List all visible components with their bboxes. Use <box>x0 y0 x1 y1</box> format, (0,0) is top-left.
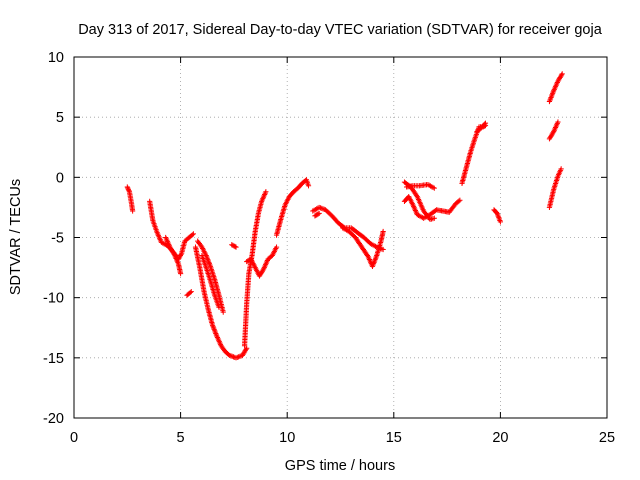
data-point-seg1 <box>126 187 132 194</box>
data-points <box>124 71 565 361</box>
x-axis-label: GPS time / hours <box>285 458 395 474</box>
data-point-seg3 <box>178 271 184 277</box>
data-point-seg10 <box>273 244 280 250</box>
plot-frame <box>73 56 608 419</box>
data-point-seg2 <box>178 251 184 257</box>
axis-ticks <box>73 56 608 419</box>
data-point-seg1 <box>124 184 130 190</box>
data-point-seg15 <box>457 197 463 203</box>
data-point-seg8 <box>232 243 238 250</box>
x-tick-label: 10 <box>279 430 295 446</box>
data-point-seg23 <box>558 72 565 78</box>
data-point-seg16 <box>413 192 420 198</box>
grid <box>74 57 607 418</box>
data-point-seg13 <box>316 210 322 217</box>
data-point-seg8 <box>233 244 239 250</box>
x-tick-label: 5 <box>177 430 185 446</box>
y-tick-label: 0 <box>56 170 64 186</box>
y-tick-label: -15 <box>43 351 64 367</box>
data-point-seg21 <box>558 166 564 172</box>
y-axis-label: SDTVAR / TECUs <box>8 179 24 295</box>
data-point-seg1 <box>125 186 131 192</box>
data-point-seg12 <box>380 246 386 253</box>
chart-title: Day 313 of 2017, Sidereal Day-to-day VTE… <box>78 22 603 38</box>
data-point-seg11 <box>305 183 312 189</box>
data-point-seg14 <box>380 228 386 235</box>
data-point-seg5 <box>243 346 249 353</box>
tick-labels: 0 5 10 15 20 25 -20 -15 -10 -5 0 5 10 <box>43 50 615 446</box>
x-tick-label: 15 <box>386 430 402 446</box>
y-tick-label: 5 <box>56 110 64 126</box>
data-point-seg22 <box>555 119 561 125</box>
data-point-seg17 <box>431 185 437 191</box>
x-tick-label: 0 <box>70 430 78 446</box>
data-point-seg19 <box>482 120 489 126</box>
y-tick-label: -5 <box>51 231 64 247</box>
data-point-seg20 <box>497 219 503 225</box>
data-point-seg6 <box>198 243 204 249</box>
data-point-seg2 <box>190 231 196 237</box>
data-point-seg16 <box>431 215 437 221</box>
y-tick-label: -10 <box>43 291 64 307</box>
x-tick-label: 20 <box>492 430 508 446</box>
y-tick-label: -20 <box>43 411 64 427</box>
data-point-seg4 <box>188 289 194 295</box>
data-point-seg13 <box>315 211 321 217</box>
data-point-seg7 <box>216 304 222 310</box>
x-tick-label: 25 <box>599 430 615 446</box>
data-point-seg19 <box>482 121 488 127</box>
data-point-seg9 <box>263 189 269 195</box>
data-point-seg6 <box>220 309 226 315</box>
data-point-seg1 <box>130 208 136 214</box>
data-point-seg4 <box>187 289 193 296</box>
data-point-seg23 <box>559 71 565 77</box>
data-point-seg15 <box>456 198 462 204</box>
y-tick-label: 10 <box>48 50 64 66</box>
data-point-seg1 <box>125 185 131 191</box>
data-point-seg2 <box>189 232 195 238</box>
